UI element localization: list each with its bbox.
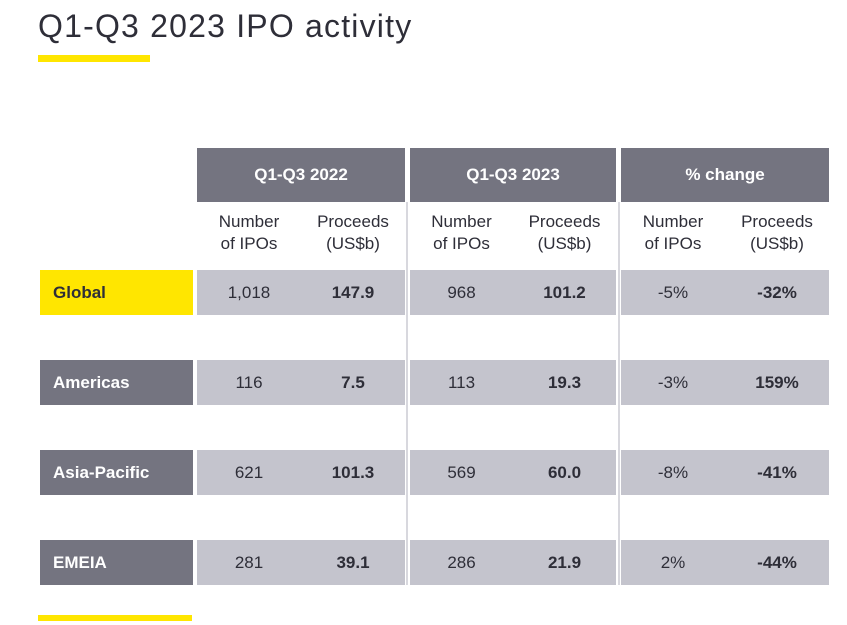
cell-global-2022-ipos: 1,018 [197,270,301,315]
cell-asia-pacific-change-proceeds: -41% [725,450,829,495]
cell-global-2022-proceeds: 147.9 [301,270,405,315]
column-group-divider [406,202,408,585]
cell-global-change-proceeds: -32% [725,270,829,315]
row-label-americas: Americas [40,360,193,405]
cell-emeia-change-proceeds: -44% [725,540,829,585]
cell-americas-change-ipos: -3% [621,360,725,405]
row-label-asia-pacific: Asia-Pacific [40,450,193,495]
cell-asia-pacific-2022-proceeds: 101.3 [301,450,405,495]
row-label-emeia: EMEIA [40,540,193,585]
column-group-header-2023: Q1-Q3 2023 [410,148,616,202]
cell-americas-2023-proceeds: 19.3 [513,360,616,405]
ipo-activity-table: Q1-Q3 2022 Q1-Q3 2023 % change Number of… [40,148,829,585]
column-group-divider [618,202,620,585]
column-group-header-pct-change: % change [621,148,829,202]
cell-emeia-2022-proceeds: 39.1 [301,540,405,585]
cell-asia-pacific-2023-proceeds: 60.0 [513,450,616,495]
cell-americas-2023-ipos: 113 [410,360,513,405]
cell-asia-pacific-2023-ipos: 569 [410,450,513,495]
subheader-number-of-ipos: Number of IPOs [642,211,704,253]
cell-global-change-ipos: -5% [621,270,725,315]
cell-global-2023-proceeds: 101.2 [513,270,616,315]
cell-emeia-2023-ipos: 286 [410,540,513,585]
subheader-number-of-ipos: Number of IPOs [431,211,492,253]
cell-emeia-change-ipos: 2% [621,540,725,585]
cell-asia-pacific-change-ipos: -8% [621,450,725,495]
title-accent-underline [38,55,150,62]
cell-emeia-2023-proceeds: 21.9 [513,540,616,585]
cell-americas-2022-proceeds: 7.5 [301,360,405,405]
page-title: Q1-Q3 2023 IPO activity [38,8,413,44]
subheader-number-of-ipos: Number of IPOs [218,211,280,253]
column-group-header-2022: Q1-Q3 2022 [197,148,405,202]
cell-americas-change-proceeds: 159% [725,360,829,405]
footer-accent-bar [38,615,192,621]
cell-americas-2022-ipos: 116 [197,360,301,405]
subheader-proceeds: Proceeds (US$b) [528,211,601,253]
row-label-global: Global [40,270,193,315]
cell-global-2023-ipos: 968 [410,270,513,315]
subheader-proceeds: Proceeds (US$b) [741,211,813,253]
subheader-proceeds: Proceeds (US$b) [317,211,389,253]
cell-emeia-2022-ipos: 281 [197,540,301,585]
cell-asia-pacific-2022-ipos: 621 [197,450,301,495]
